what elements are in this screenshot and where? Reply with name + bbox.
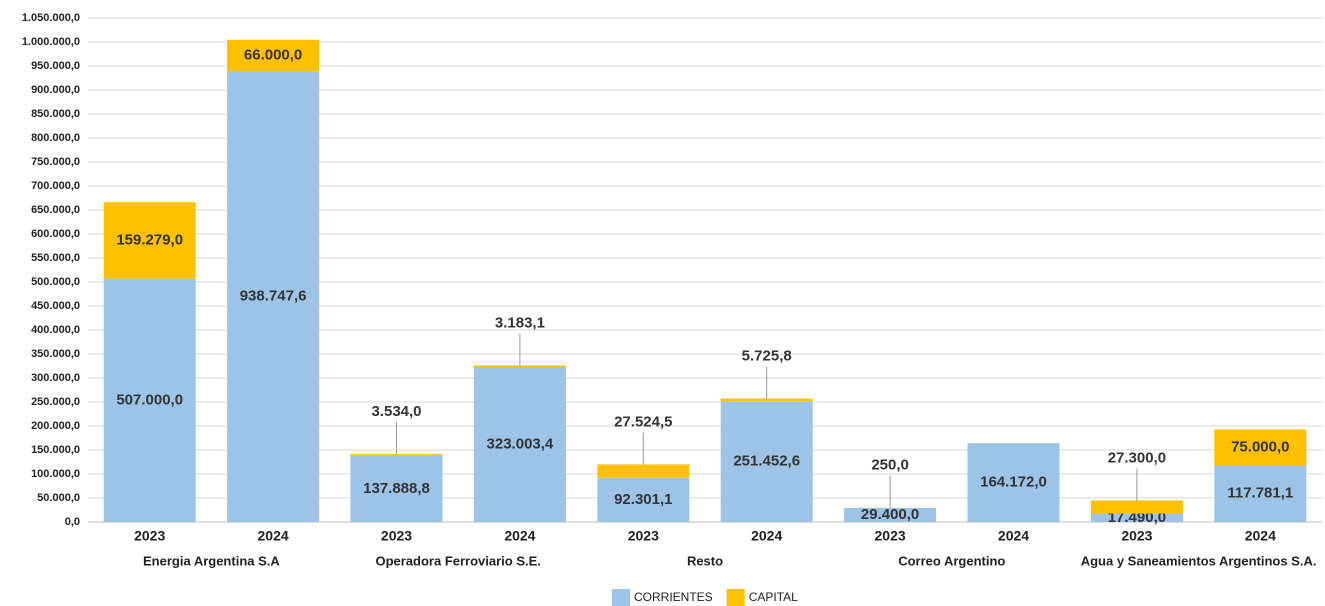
- y-tick-label: 600.000,0: [31, 228, 80, 240]
- group-label: Energia Argentina S.A: [143, 553, 280, 568]
- group-label: Agua y Saneamientos Argentinos S.A.: [1081, 553, 1317, 568]
- x-tick-label: 2024: [1245, 528, 1276, 544]
- value-label: 5.725,8: [742, 348, 792, 365]
- legend-label: CORRIENTES: [634, 590, 713, 604]
- y-tick-label: 1.000.000,0: [22, 36, 80, 48]
- value-label: 164.172,0: [980, 474, 1047, 491]
- value-label: 75.000,0: [1231, 438, 1289, 455]
- bar-segment: [473, 366, 566, 522]
- value-label: 3.534,0: [371, 403, 421, 420]
- bar-segment: [103, 202, 196, 279]
- bar-segment: [227, 39, 320, 72]
- group-label: Correo Argentino: [898, 553, 1005, 568]
- bar-segment: [597, 464, 690, 478]
- y-tick-label: 1.050.000,0: [22, 12, 80, 24]
- x-tick-label: 2023: [381, 528, 412, 544]
- value-label: 117.781,1: [1227, 485, 1293, 502]
- x-tick-label: 2024: [504, 528, 535, 544]
- bar-segment: [1090, 513, 1183, 522]
- group-label: Operadora Ferroviario S.E.: [375, 553, 540, 568]
- bar-segment: [350, 455, 443, 522]
- bar-segment: [103, 278, 196, 522]
- y-tick-label: 300.000,0: [31, 372, 80, 384]
- value-label: 29.400,0: [861, 506, 919, 523]
- x-tick-label: 2024: [751, 528, 782, 544]
- bar-segment: [473, 365, 566, 367]
- value-label: 251.452,6: [733, 453, 800, 470]
- y-tick-label: 250.000,0: [31, 396, 80, 408]
- bar-segment: [720, 401, 813, 522]
- y-tick-label: 200.000,0: [31, 420, 80, 432]
- x-tick-label: 2023: [628, 528, 659, 544]
- y-tick-label: 150.000,0: [31, 444, 80, 456]
- value-label: 92.301,1: [614, 491, 672, 508]
- y-tick-label: 900.000,0: [31, 84, 80, 96]
- y-tick-label: 650.000,0: [31, 204, 80, 216]
- bar-segment: [1214, 429, 1307, 466]
- y-tick-label: 400.000,0: [31, 324, 80, 336]
- value-label: 159.279,0: [116, 231, 183, 248]
- value-label: 27.300,0: [1108, 449, 1166, 466]
- bar-segment: [1090, 500, 1183, 514]
- value-label: 3.183,1: [495, 314, 545, 331]
- value-label: 27.524,5: [614, 413, 672, 430]
- value-label: 66.000,0: [244, 47, 302, 64]
- bar-segment: [227, 71, 320, 522]
- bar-segment: [844, 507, 937, 522]
- bar-segment: [597, 477, 690, 522]
- bar-segment: [350, 454, 443, 456]
- legend-label: CAPITAL: [749, 590, 798, 604]
- y-tick-label: 350.000,0: [31, 348, 80, 360]
- value-label: 323.003,4: [487, 435, 554, 452]
- y-tick-label: 950.000,0: [31, 60, 80, 72]
- y-tick-label: 50.000,0: [37, 492, 80, 504]
- value-label: 507.000,0: [116, 391, 183, 408]
- bar-segment: [967, 443, 1060, 522]
- x-tick-label: 2023: [134, 528, 165, 544]
- bar-segment: [1214, 465, 1307, 522]
- x-tick-label: 2024: [998, 528, 1029, 544]
- y-tick-label: 0,0: [65, 516, 80, 528]
- value-label: 938.747,6: [240, 288, 307, 305]
- group-label: Resto: [687, 553, 723, 568]
- y-tick-label: 550.000,0: [31, 252, 80, 264]
- y-tick-label: 500.000,0: [31, 276, 80, 288]
- y-tick-label: 700.000,0: [31, 180, 80, 192]
- x-tick-label: 2023: [1121, 528, 1152, 544]
- legend-swatch: [612, 589, 630, 606]
- y-tick-label: 850.000,0: [31, 108, 80, 120]
- y-tick-label: 750.000,0: [31, 156, 80, 168]
- x-tick-label: 2024: [258, 528, 289, 544]
- value-label: 250,0: [871, 457, 909, 474]
- legend-swatch: [726, 589, 745, 606]
- x-tick-label: 2023: [875, 528, 906, 544]
- y-tick-label: 800.000,0: [31, 132, 80, 144]
- bar-segment: [720, 398, 813, 402]
- value-label: 137.888,8: [363, 480, 430, 497]
- y-tick-label: 450.000,0: [31, 300, 80, 312]
- y-tick-label: 100.000,0: [31, 468, 80, 480]
